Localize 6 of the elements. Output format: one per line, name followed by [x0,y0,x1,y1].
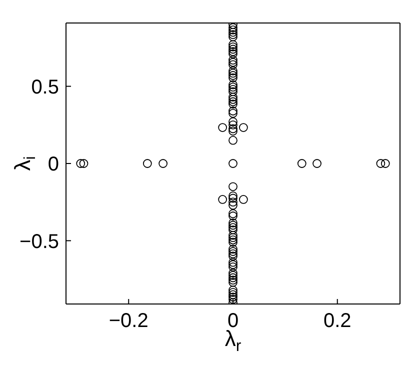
x-axis-title: λ$_{r}$ [224,326,242,355]
y-tick-label: −0.5 [20,230,59,253]
y-tick-label: 0.5 [31,76,59,98]
y-tick-label: 0 [48,154,59,176]
x-tick-label: −0.2 [108,310,148,332]
x-tick-label: 0.2 [323,310,352,332]
